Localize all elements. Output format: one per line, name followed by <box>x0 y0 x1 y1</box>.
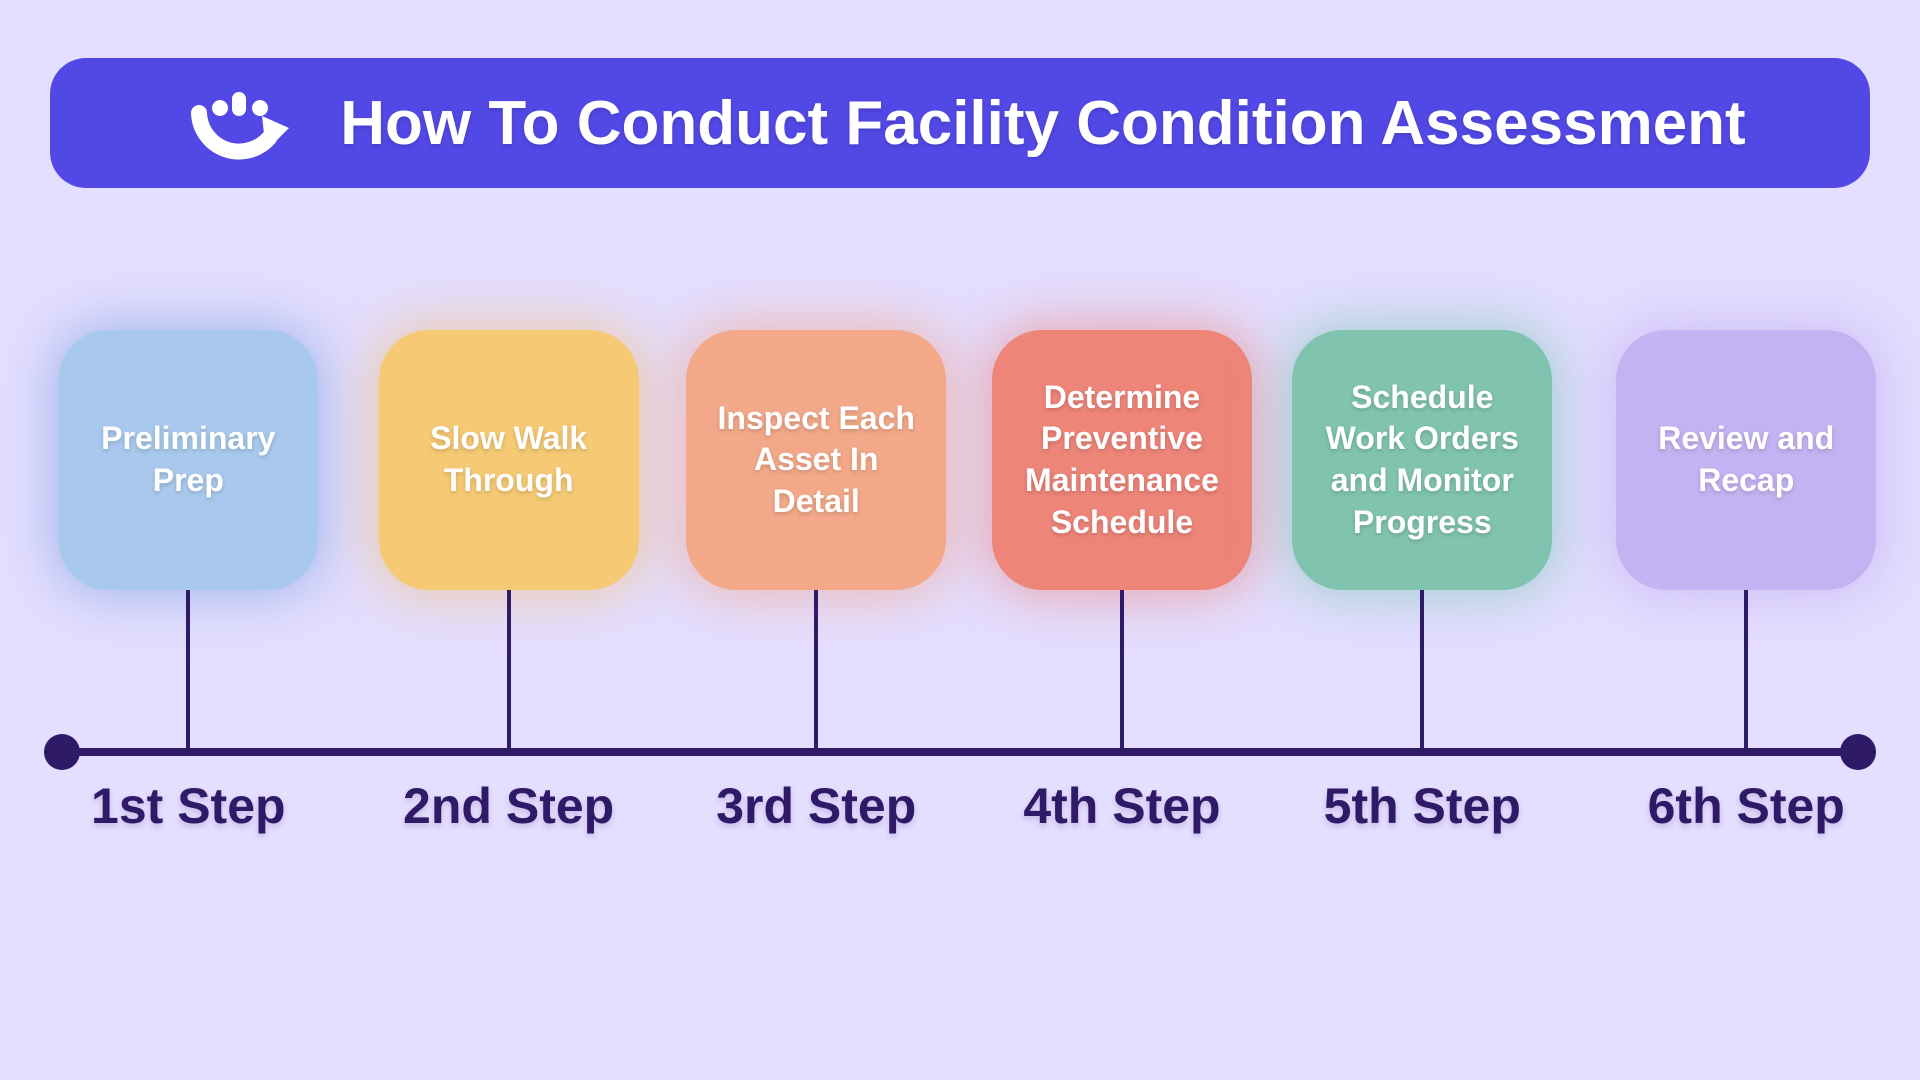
timeline: Preliminary Prep1st StepSlow Walk Throug… <box>50 330 1870 890</box>
timeline-end-dot <box>1840 734 1876 770</box>
step-connector <box>1420 590 1424 750</box>
step-label: 4th Step <box>1023 777 1220 835</box>
step-label: 2nd Step <box>403 777 614 835</box>
step-card: Slow Walk Through <box>379 330 639 590</box>
step-label: 5th Step <box>1324 777 1521 835</box>
step-label: 1st Step <box>91 777 286 835</box>
step-card: Review and Recap <box>1616 330 1876 590</box>
step-label: 3rd Step <box>716 777 916 835</box>
logo-icon <box>174 78 314 168</box>
step-connector <box>814 590 818 750</box>
timeline-axis <box>50 748 1870 756</box>
step-connector <box>507 590 511 750</box>
step-5: Schedule Work Orders and Monitor Progres… <box>1292 330 1552 590</box>
step-card: Inspect Each Asset In Detail <box>686 330 946 590</box>
step-card: Determine Preventive Maintenance Schedul… <box>992 330 1252 590</box>
step-card: Schedule Work Orders and Monitor Progres… <box>1292 330 1552 590</box>
step-1: Preliminary Prep1st Step <box>58 330 318 590</box>
header-banner: How To Conduct Facility Condition Assess… <box>50 58 1870 188</box>
step-connector <box>186 590 190 750</box>
step-connector <box>1744 590 1748 750</box>
page-title: How To Conduct Facility Condition Assess… <box>340 88 1745 159</box>
step-2: Slow Walk Through2nd Step <box>379 330 639 590</box>
step-card: Preliminary Prep <box>58 330 318 590</box>
step-3: Inspect Each Asset In Detail3rd Step <box>686 330 946 590</box>
step-connector <box>1120 590 1124 750</box>
step-4: Determine Preventive Maintenance Schedul… <box>992 330 1252 590</box>
step-6: Review and Recap6th Step <box>1616 330 1876 590</box>
timeline-start-dot <box>44 734 80 770</box>
step-label: 6th Step <box>1648 777 1845 835</box>
